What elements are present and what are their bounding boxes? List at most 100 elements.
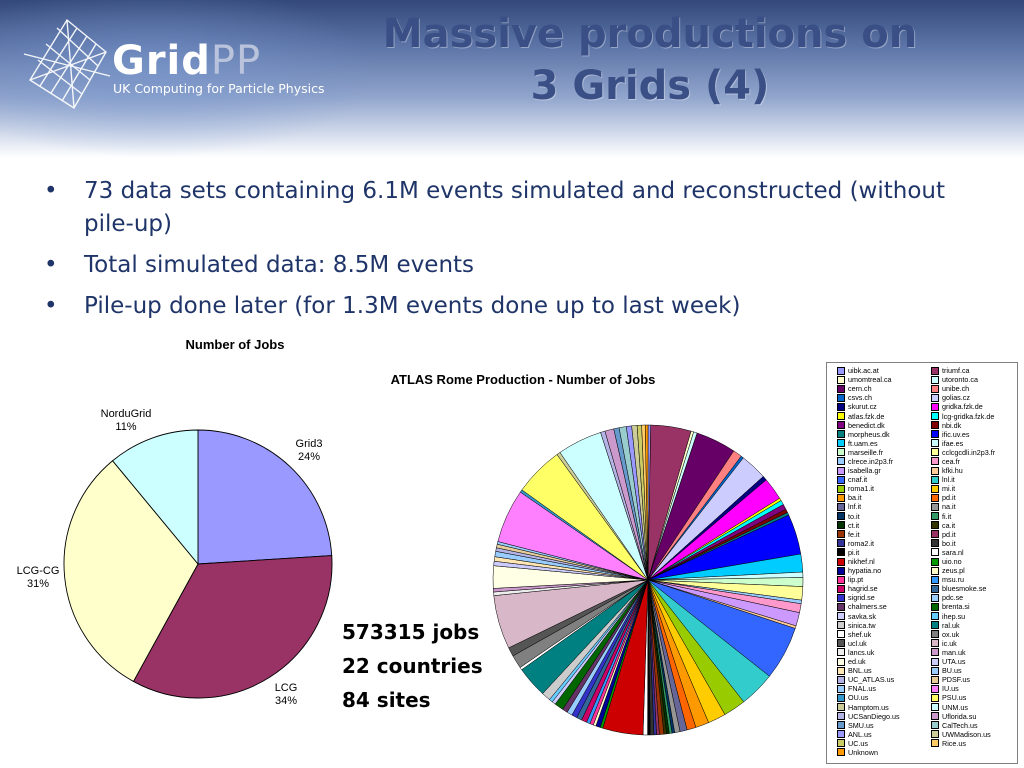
legend-item: UNM.us [931,702,995,712]
legend-swatch [837,548,845,557]
legend-swatch [931,675,939,684]
legend-item: utoronto.ca [931,375,995,384]
legend-item: to.it [837,512,900,521]
legend-item: ucl.uk [837,639,900,648]
slide-title-line1: Massive productions on [382,11,918,57]
legend-item: pd.it [931,493,995,502]
legend-swatch [931,730,939,739]
gridpp-wordmark: GridPP [112,38,261,84]
legend-swatch [931,639,939,648]
legend-swatch [837,730,845,739]
legend-swatch [931,484,939,493]
legend-swatch [837,493,845,502]
legend-label: gridka.fzk.de [942,402,983,412]
legend-item: PSU.us [931,693,995,702]
legend-item: UTA.us [931,657,995,666]
legend-label: mi.it [942,484,956,494]
legend-label: lip.pt [848,575,864,585]
legend-swatch [837,366,845,375]
legend-item: sara.nl [931,548,995,557]
legend-item: ihep.su [931,612,995,621]
legend-item: lnf.it [837,502,900,511]
legend-label: FNAL.us [848,684,876,694]
legend-column-left: uibk.ac.at umomtreal.ca cern.ch csvs.ch skur… [837,366,900,757]
legend-swatch [837,693,845,702]
legend-swatch [931,612,939,621]
legend-item: uibk.ac.at [837,366,900,375]
legend-label: lcg-gridka.fzk.de [942,411,995,421]
legend-item: gridka.fzk.de [931,402,995,411]
legend-swatch [931,375,939,384]
legend-label: UNM.us [942,702,968,712]
bullet-list: 73 data sets containing 6.1M events simu… [40,175,1000,331]
legend-swatch [931,557,939,566]
legend-label: hagrid.se [848,584,878,594]
bullet-item: Total simulated data: 8.5M events [40,249,1000,282]
legend-swatch [837,584,845,593]
legend-swatch [931,693,939,702]
legend-swatch [837,612,845,621]
legend-swatch [837,721,845,730]
legend-label: fe.it [848,529,860,539]
legend-label: isabella.gr [848,466,881,476]
legend-label: UC.us [848,738,868,748]
legend-swatch [837,593,845,602]
legend-item: ral.uk [931,621,995,630]
legend-swatch [931,466,939,475]
legend-item: PDSF.us [931,675,995,684]
legend-swatch [931,530,939,539]
legend-item: unibe.ch [931,384,995,393]
legend-item: ba.it [837,493,900,502]
legend-label: roma1.it [848,484,874,494]
legend-item: SMU.us [837,721,900,730]
legend-label: sinica.tw [848,620,876,630]
legend-label: lnf.it [848,502,862,512]
legend-label: zeus.pl [942,566,965,576]
legend-swatch [931,584,939,593]
legend-label: ific.uv.es [942,429,970,439]
sites-pie-slice-unknown [645,424,649,581]
legend-label: shef.uk [848,629,872,639]
legend-label: PDSF.us [942,675,970,685]
legend-item: brenta.si [931,602,995,611]
legend-item: atlas.fzk.de [837,411,900,421]
brand-tagline: UK Computing for Particle Physics [113,81,325,96]
slice-label: LCG [274,682,298,694]
legend-item: golias.cz [931,393,995,402]
legend-label: unibe.ch [942,384,970,394]
legend-item: pi.it [837,548,900,557]
legend-item: ox.uk [931,630,995,639]
legend-item: roma2.it [837,539,900,548]
legend-swatch [931,602,939,611]
legend-label: nbi.dk [942,420,962,430]
legend-label: lancs.uk [848,647,875,657]
legend-label: utoronto.ca [942,375,978,385]
legend-item: nbi.dk [931,421,995,430]
legend-swatch [931,457,939,466]
legend-swatch [837,466,845,475]
legend-swatch [837,675,845,684]
legend-label: UWMadison.us [942,729,991,739]
legend-column-right: triumf.ca utoronto.ca unibe.ch golias.cz gri… [931,366,995,748]
legend-swatch [931,666,939,675]
legend-label: umomtreal.ca [848,375,892,385]
legend-swatch [931,712,939,721]
legend-label: ed.uk [848,657,866,667]
legend-label: BNL.us [848,666,872,676]
legend-item: ic.uk [931,639,995,648]
legend-label: bluesmoke.se [942,584,987,594]
legend-label: BU.us [942,666,962,676]
legend-swatch [837,648,845,657]
sites-pie-legend: uibk.ac.at umomtreal.ca cern.ch csvs.ch skur… [826,362,1018,764]
legend-label: IU.us [942,684,959,694]
legend-swatch [837,402,845,411]
legend-item: skurut.cz [837,402,900,411]
legend-item: bo.it [931,539,995,548]
legend-swatch [837,712,845,721]
legend-label: ct.it [848,520,860,530]
legend-swatch [931,593,939,602]
legend-item: marseille.fr [837,448,900,457]
slice-pct: 11% [115,421,137,433]
legend-item: BU.us [931,666,995,675]
legend-item: msu.ru [931,575,995,584]
